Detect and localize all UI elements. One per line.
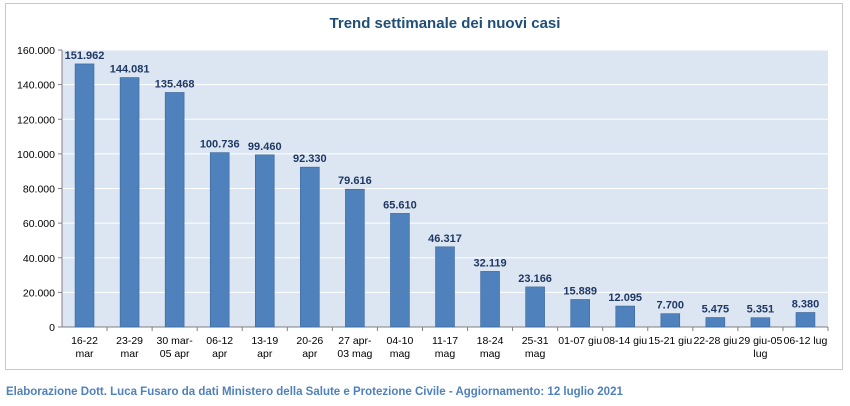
bar [615, 305, 635, 328]
x-tick-label: 06-12 [206, 335, 233, 347]
data-label: 65.610 [383, 199, 417, 211]
data-label: 5.475 [702, 304, 730, 316]
data-label: 15.889 [563, 285, 597, 297]
bar [795, 312, 816, 328]
data-label: 5.351 [747, 304, 775, 316]
x-tick-label: 30 mar- [157, 335, 194, 347]
x-tick-label: 22-28 giu [693, 335, 737, 347]
bar [209, 152, 230, 328]
x-tick-label: mar [121, 348, 140, 360]
bar [255, 154, 275, 328]
x-tick-label: 20-26 [296, 335, 323, 347]
x-tick-label: 05 apr [160, 348, 190, 360]
bar [570, 299, 590, 328]
x-tick-label: 04-10 [387, 335, 414, 347]
bar [390, 213, 410, 328]
data-label: 144.081 [110, 64, 150, 76]
x-tick-label: 08-14 giu [603, 335, 647, 347]
x-tick-label: mag [390, 348, 411, 360]
x-tick-label: mag [435, 348, 456, 360]
bar [480, 271, 500, 328]
y-tick-label: 20.000 [23, 287, 55, 299]
x-tick-label: lug [753, 348, 767, 360]
x-tick-label: 11-17 [432, 335, 458, 347]
x-tick-label: apr [257, 348, 273, 360]
data-label: 8.380 [792, 298, 820, 310]
chart-frame: Trend settimanale dei nuovi casi 0 20.000 4… [5, 3, 843, 370]
x-tick-label: 29 giu-05 [739, 335, 783, 347]
data-label: 12.095 [608, 292, 642, 304]
data-label: 79.616 [338, 175, 372, 187]
y-tick-label: 60.000 [23, 218, 55, 230]
x-tick-label: apr [212, 348, 228, 360]
y-tick-label: 100.000 [17, 149, 55, 161]
data-label: 135.468 [155, 78, 195, 90]
data-label: 7.700 [657, 300, 685, 312]
x-tick-label: apr [302, 348, 318, 360]
x-tick-label: 25-31 [522, 335, 549, 347]
y-tick-label: 160.000 [17, 45, 55, 57]
data-label: 100.736 [200, 139, 240, 151]
x-tick-label: mag [525, 348, 546, 360]
data-label: 151.962 [65, 50, 105, 62]
y-tick-label: 40.000 [23, 253, 55, 265]
x-tick-label: 03 mag [337, 348, 372, 360]
y-tick-label: 0 [49, 322, 55, 334]
bar [705, 317, 726, 328]
bar [119, 77, 140, 328]
x-tick-label: 06-12 lug [784, 335, 828, 347]
bar [660, 313, 681, 328]
bar [300, 166, 320, 328]
data-label: 99.460 [248, 141, 282, 153]
data-label: 32.119 [474, 257, 507, 269]
x-tick-label: 15-21 giu [648, 335, 692, 347]
data-label: 92.330 [293, 153, 327, 165]
bar [750, 317, 771, 328]
x-tick-label: mag [480, 348, 501, 360]
x-tick-label: mar [75, 348, 94, 360]
weekly-cases-chart: Trend settimanale dei nuovi casi 0 20.000 4… [17, 15, 829, 360]
x-tick-label: 01-07 giu [558, 335, 602, 347]
chart-title: Trend settimanale dei nuovi casi [330, 15, 561, 32]
y-tick-label: 80.000 [23, 184, 55, 196]
bar [435, 246, 455, 328]
bar [164, 92, 185, 328]
data-label: 23.166 [518, 273, 552, 285]
bar [345, 188, 365, 328]
x-tick-label: 23-29 [116, 335, 143, 347]
x-tick-label: 13-19 [251, 335, 278, 347]
x-tick-label: 27 apr- [338, 335, 372, 347]
x-tick-label: 18-24 [477, 335, 504, 347]
bar [74, 63, 95, 328]
bar [525, 286, 545, 328]
source-footer: Elaborazione Dott. Luca Fusaro da dati M… [6, 386, 623, 398]
data-label: 46.317 [428, 233, 462, 245]
x-tick-label: 16-22 [71, 335, 98, 347]
y-tick-label: 120.000 [17, 114, 55, 126]
y-tick-label: 140.000 [17, 80, 55, 92]
